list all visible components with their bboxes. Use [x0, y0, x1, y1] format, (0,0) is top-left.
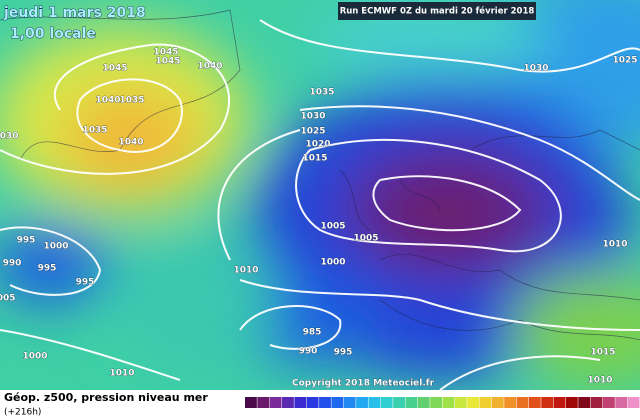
scale-swatch [454, 397, 467, 408]
scale-swatch [553, 397, 566, 408]
scale-swatch [245, 397, 257, 408]
scale-swatch [343, 397, 356, 408]
isobar-label: 1005 [353, 234, 378, 244]
color-scale [245, 397, 640, 408]
isobar-label: 1020 [305, 140, 330, 150]
scale-swatch [528, 397, 541, 408]
isobar-label: 1000 [43, 242, 68, 252]
isobars [0, 19, 640, 390]
scale-swatch [541, 397, 554, 408]
scale-swatch [565, 397, 578, 408]
scale-swatch [442, 397, 455, 408]
isobar-label: 1005 [320, 222, 345, 232]
scale-swatch [331, 397, 344, 408]
time-label: 1,00 locale [10, 26, 96, 42]
isobar-label: 1045 [153, 48, 178, 58]
isobar-label: 985 [303, 328, 322, 338]
isobar-label: 1005 [0, 294, 16, 304]
scale-swatch [282, 397, 294, 408]
isobar-label: 1010 [109, 369, 134, 379]
isobar-label: 995 [38, 264, 57, 274]
isobar-label: 1045 [155, 57, 180, 67]
isobar-label: 1030 [0, 132, 19, 142]
scale-swatch [430, 397, 442, 408]
scale-swatch [615, 397, 628, 408]
isobar-label: 1000 [22, 352, 47, 362]
copyright: Copyright 2018 Meteociel.fr [292, 379, 435, 389]
scale-swatch [306, 397, 319, 408]
isobar-label: 1035 [309, 88, 334, 98]
scale-swatch [405, 397, 418, 408]
scale-swatch [269, 397, 282, 408]
scale-swatch [578, 397, 591, 408]
isobar-label: 1040 [95, 96, 120, 106]
isobar-label: 1045 [102, 64, 127, 74]
scale-swatch [319, 397, 331, 408]
isobar-label: 1025 [612, 56, 637, 66]
map: 1045 1045 1040 1045 1040 1035 1035 1040 … [0, 0, 640, 390]
scale-swatch [380, 397, 393, 408]
scale-swatch [467, 397, 480, 408]
scale-swatch [491, 397, 504, 408]
isobar-label: 995 [76, 278, 95, 288]
isobar-label: 1035 [119, 96, 144, 106]
isobar-label: 995 [17, 236, 36, 246]
isobar-label: 995 [334, 348, 353, 358]
scale-swatch [417, 397, 430, 408]
isobar-label: 1030 [300, 112, 325, 122]
isobar-labels: 1045 1045 1040 1045 1040 1035 1035 1040 … [0, 47, 638, 386]
isobar-label: 1010 [233, 266, 258, 276]
isobar-label: 1015 [590, 348, 615, 358]
isobar-label: 1015 [302, 154, 327, 164]
run-box [338, 2, 536, 20]
scale-swatch [516, 397, 529, 408]
isobar-label: 1025 [300, 127, 325, 137]
scale-swatch [602, 397, 615, 408]
coastlines [0, 9, 640, 341]
isobar-label: 1010 [587, 376, 612, 386]
scale-swatch [504, 397, 517, 408]
isobar-label: 1030 [523, 64, 548, 74]
isobar-label: 1010 [602, 240, 627, 250]
scale-swatch [627, 397, 640, 408]
run-label: Run ECMWF 0Z du mardi 20 février 2018 [340, 6, 535, 17]
scale-swatch [257, 397, 270, 408]
isobar-label: 1000 [320, 258, 345, 268]
footer-title: Géop. z500, pression niveau mer [4, 391, 208, 404]
footer-lead: (+216h) [4, 408, 41, 418]
date-label: jeudi 1 mars 2018 [3, 5, 146, 21]
scale-swatch [393, 397, 405, 408]
isobar-label: 990 [299, 347, 318, 357]
scale-swatch [356, 397, 368, 408]
isobar-label: 1040 [197, 62, 222, 72]
scale-swatch [368, 397, 381, 408]
scale-swatch [294, 397, 307, 408]
isobar-label: 1035 [82, 126, 107, 136]
scale-swatch [590, 397, 603, 408]
scale-swatch [479, 397, 492, 408]
isobar-label: 1040 [118, 138, 143, 148]
isobar-label: 990 [3, 259, 22, 269]
